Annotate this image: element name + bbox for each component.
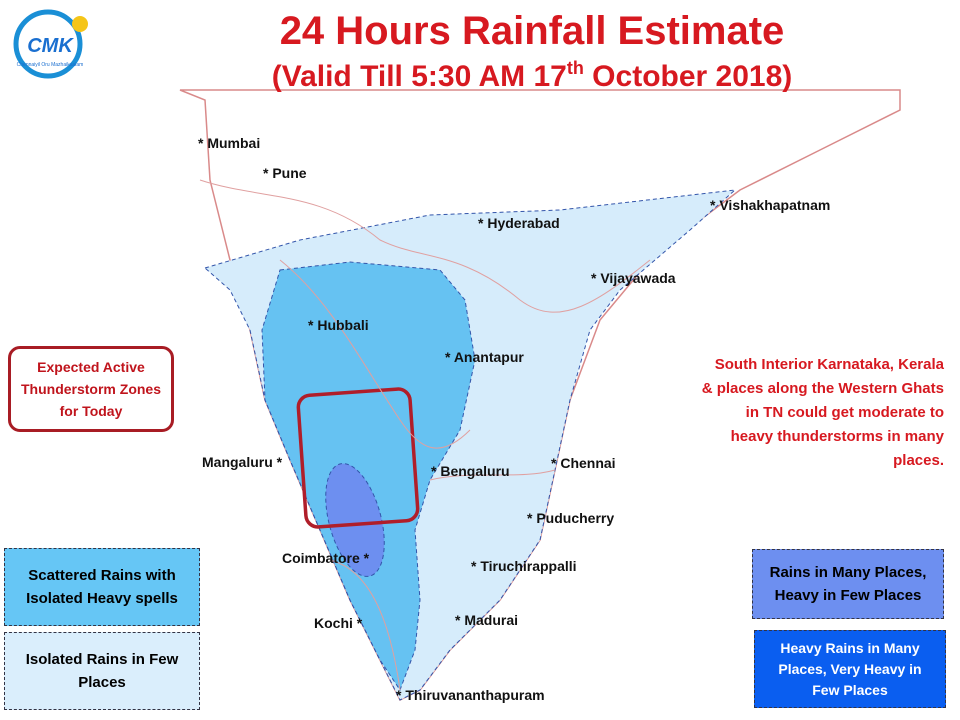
city-label: * Puducherry	[527, 510, 614, 526]
city-label: * Hubbali	[308, 317, 369, 333]
legend-item: Scattered Rains with Isolated Heavy spel…	[4, 548, 200, 626]
legend-item: Isolated Rains in Few Places	[4, 632, 200, 710]
legend-item: Heavy Rains in Many Places, Very Heavy i…	[754, 630, 946, 708]
logo: CMK Chennaiyil Oru Mazhaikaalam	[13, 9, 88, 79]
legend-item: Rains in Many Places, Heavy in Few Place…	[752, 549, 944, 619]
city-label: * Thiruvananthapuram	[396, 687, 545, 703]
title: 24 Hours Rainfall Estimate	[280, 9, 785, 53]
thunderstorm-label: Expected Active Thunderstorm Zones for T…	[8, 346, 174, 432]
city-label: * Anantapur	[445, 349, 524, 365]
city-label: * Mumbai	[198, 135, 260, 151]
thunderstorm-zone	[296, 387, 420, 529]
city-label: * Bengaluru	[431, 463, 510, 479]
city-label: * Hyderabad	[478, 215, 560, 231]
city-label: * Vijayawada	[591, 270, 676, 286]
city-label: * Pune	[263, 165, 307, 181]
subtitle: (Valid Till 5:30 AM 17th October 2018)	[272, 58, 793, 93]
city-label: * Chennai	[551, 455, 616, 471]
city-label: * Vishakhapatnam	[710, 197, 830, 213]
subtitle-part: (Valid Till 5:30 AM 17	[272, 60, 567, 93]
city-labels: * Mumbai* Pune * Hyderabad * Vishakhapatna…	[198, 135, 830, 703]
logo-mark: CMK	[27, 35, 74, 57]
note: South Interior Karnataka, Kerala & place…	[701, 356, 944, 469]
city-label: * Tiruchirappalli	[471, 558, 577, 574]
city-label: Mangaluru *	[202, 454, 283, 470]
city-label: * Madurai	[455, 612, 518, 628]
state-borders	[199, 179, 651, 691]
logo-caption: Chennaiyil Oru Mazhaikaalam	[17, 62, 84, 68]
city-label: Coimbatore *	[282, 550, 370, 566]
subtitle-part: October 2018)	[584, 60, 792, 93]
subtitle-sup: th	[567, 58, 584, 78]
mid-zone	[261, 261, 476, 692]
city-label: Kochi *	[314, 615, 363, 631]
